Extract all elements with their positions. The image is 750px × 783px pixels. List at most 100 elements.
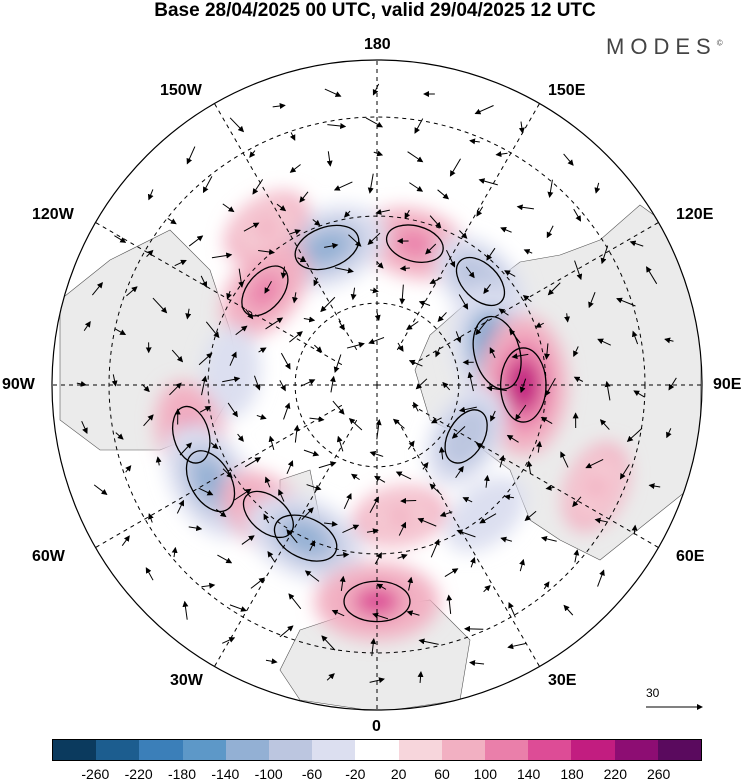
contour-line — [273, 514, 338, 562]
wind-vector — [563, 604, 574, 616]
wind-vector — [604, 380, 611, 401]
wind-vector — [572, 496, 582, 508]
wind-vector — [93, 484, 108, 496]
colorbar-swatch — [657, 740, 702, 760]
wind-vector — [429, 483, 442, 496]
anomaly-core — [583, 470, 609, 504]
wind-vector — [509, 328, 521, 344]
lon-label-150e: 150E — [548, 82, 586, 99]
wind-vector — [334, 267, 354, 274]
wind-vector — [376, 583, 387, 590]
wind-vector — [309, 416, 325, 423]
wind-vector — [289, 132, 296, 141]
wind-vector — [668, 377, 677, 391]
colorbar-tick-label: -20 — [345, 766, 366, 782]
wind-vector — [597, 569, 605, 587]
wind-vector — [476, 206, 484, 217]
wind-vector — [547, 179, 554, 198]
contour-line — [455, 256, 506, 307]
wind-vector — [522, 294, 532, 303]
wind-vector — [264, 280, 272, 294]
wind-vector — [504, 494, 515, 501]
colorbar-tick-label: 260 — [646, 766, 671, 782]
wind-vector — [289, 164, 301, 173]
wind-vector — [243, 222, 260, 232]
wind-vector — [574, 260, 583, 281]
wind-vector — [629, 240, 644, 247]
wind-vector — [339, 575, 346, 591]
graticule — [52, 60, 702, 710]
lon-label-180: 180 — [364, 36, 391, 53]
lon-label-0: 0 — [372, 718, 381, 735]
wind-vector — [365, 117, 384, 128]
wind-vector — [413, 401, 419, 412]
wind-vector — [425, 243, 437, 255]
wind-vector — [573, 549, 580, 563]
colorbar-swatch — [182, 740, 226, 760]
colorbar-swatch — [225, 740, 270, 760]
wind-vector — [202, 176, 213, 194]
wind-vector — [478, 178, 498, 186]
wind-vector — [367, 173, 374, 194]
wind-vector — [332, 400, 345, 415]
wind-vector — [222, 376, 241, 383]
wind-vector — [312, 219, 321, 227]
wind-vector — [176, 499, 185, 514]
wind-vector — [573, 208, 582, 222]
wind-vector — [523, 249, 533, 255]
wind-vector — [446, 594, 453, 614]
wind-vector — [435, 347, 441, 358]
wind-vector — [222, 468, 233, 479]
wind-vector — [469, 660, 485, 667]
colorbar-swatch — [614, 740, 658, 760]
wind-vector — [648, 483, 661, 490]
anomaly-core — [251, 213, 283, 242]
wind-vector — [249, 150, 256, 158]
brand-text: MODES — [606, 34, 717, 59]
wind-vector — [599, 419, 610, 430]
anomaly-core — [304, 231, 350, 264]
wind-vector — [201, 375, 208, 396]
wind-vector — [182, 600, 189, 620]
wind-vector — [504, 270, 516, 277]
wind-vector — [368, 337, 385, 345]
wind-vector — [114, 235, 127, 243]
wind-vector — [205, 321, 220, 339]
wind-vector — [167, 217, 177, 225]
wind-vector — [545, 484, 555, 491]
vector-scale-label: 30 — [646, 686, 660, 700]
wind-vector — [455, 331, 462, 344]
wind-vector — [121, 535, 130, 547]
wind-vector — [198, 352, 213, 366]
wind-vector — [495, 151, 508, 158]
wind-vector — [626, 427, 643, 443]
wind-vector — [474, 105, 494, 115]
wind-vector — [366, 528, 379, 535]
wind-vector — [83, 321, 91, 331]
wind-vector — [324, 242, 339, 249]
wind-vector — [519, 558, 525, 572]
wind-vector — [511, 353, 529, 360]
wind-vector — [171, 546, 178, 558]
wind-vector — [152, 297, 168, 314]
wind-vector — [545, 378, 556, 397]
wind-vector — [536, 440, 543, 453]
wind-vector — [348, 234, 362, 247]
wind-vector — [455, 465, 464, 479]
wind-vector — [171, 349, 184, 363]
wind-vector — [429, 215, 442, 229]
wind-vector — [343, 210, 351, 218]
colorbar-tick-label: -140 — [211, 766, 240, 782]
wind-vector — [186, 146, 196, 165]
map-title: Base 28/04/2025 00 UTC, valid 29/04/2025… — [154, 0, 596, 21]
wind-vector — [469, 138, 480, 145]
wind-vector — [297, 256, 307, 263]
anomaly-core — [450, 417, 482, 456]
anomaly-core — [193, 459, 228, 503]
lon-label-150w: 150W — [160, 82, 202, 99]
wind-vector — [143, 414, 154, 427]
wind-vector — [289, 331, 303, 343]
wind-vector — [250, 577, 266, 589]
wind-vector — [179, 442, 192, 456]
